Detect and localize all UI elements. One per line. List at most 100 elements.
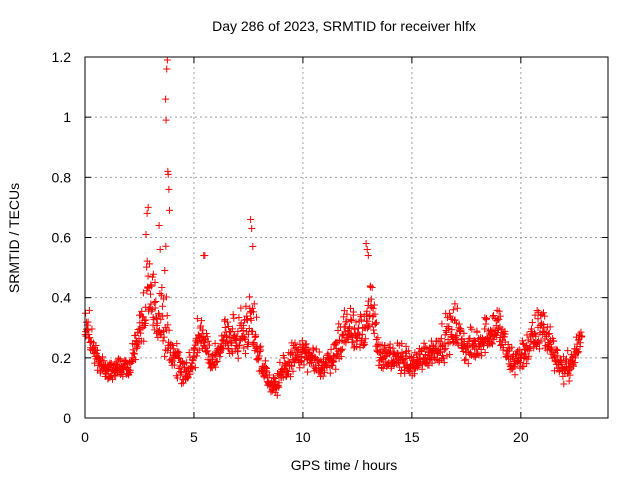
data-point [149,270,157,278]
x-tick-label: 20 [513,429,529,445]
data-point [201,343,209,351]
data-point [501,330,509,338]
data-point [490,311,498,319]
data-point [250,308,258,316]
data-point [184,374,192,382]
data-point [546,323,554,331]
data-point [358,330,366,338]
data-point [234,327,242,335]
data-point [249,328,257,336]
data-point [203,330,211,338]
data-point [494,324,502,332]
data-point [134,343,142,351]
data-point [339,331,347,339]
data-point [243,312,251,320]
data-point [366,311,374,319]
data-point [368,284,376,292]
data-point [286,373,294,381]
data-point [144,203,152,211]
data-point [186,370,194,378]
data-point [193,352,201,360]
data-point [364,252,372,260]
data-point [219,336,227,344]
data-point [119,372,127,380]
data-point [194,338,202,346]
data-point [224,318,232,326]
chart-title: Day 286 of 2023, SRMTID for receiver hlf… [212,18,476,34]
data-point [492,330,500,338]
data-point [203,333,211,341]
data-point [385,343,393,351]
data-point [235,341,243,349]
data-point [389,344,397,352]
data-point [348,316,356,324]
data-point [249,243,257,251]
data-points [81,56,586,399]
data-point [150,298,158,306]
data-point [340,307,348,315]
data-point [565,377,573,385]
data-point [466,334,474,342]
data-point [156,290,164,298]
data-point [173,340,181,348]
data-point [216,353,224,361]
data-point [558,360,566,368]
data-point [173,374,181,382]
data-point [296,364,304,372]
data-point [495,315,503,323]
data-point [522,346,530,354]
data-point [130,350,138,358]
data-point [420,339,428,347]
data-point [177,370,185,378]
data-point [346,323,354,331]
data-point [284,357,292,365]
data-point [92,341,100,349]
data-point [204,347,212,355]
data-point [205,341,213,349]
data-point [265,371,273,379]
data-point [185,348,193,356]
data-point [552,345,560,353]
data-point [248,304,256,312]
data-point [109,375,117,383]
data-point [247,314,255,322]
data-point [367,295,375,303]
data-point [378,363,386,371]
data-point [446,350,454,358]
data-point [146,260,154,268]
data-point [514,347,522,355]
data-point [372,335,380,343]
data-point [273,391,281,399]
data-point [164,321,172,329]
data-point [228,339,236,347]
data-point [537,337,545,345]
data-point [221,324,229,332]
data-point [461,356,469,364]
data-point [464,360,472,368]
data-point [138,307,146,315]
data-point [364,317,372,325]
data-point [352,318,360,326]
data-point [409,356,417,364]
data-point [442,345,450,353]
data-point [321,368,329,376]
data-point [319,372,327,380]
data-point [249,340,257,348]
data-point [245,330,253,338]
data-point [545,330,553,338]
data-point [198,317,206,325]
data-point [158,291,166,299]
data-point [332,339,340,347]
data-point [511,363,519,371]
y-tick-label: 1 [63,109,71,125]
data-point [323,363,331,371]
data-point [302,340,310,348]
data-point [175,348,183,356]
data-point [406,352,414,360]
data-point [269,373,277,381]
data-point [99,353,107,361]
data-point [456,326,464,334]
data-point [224,344,232,352]
data-point [365,322,373,330]
data-point [533,307,541,315]
